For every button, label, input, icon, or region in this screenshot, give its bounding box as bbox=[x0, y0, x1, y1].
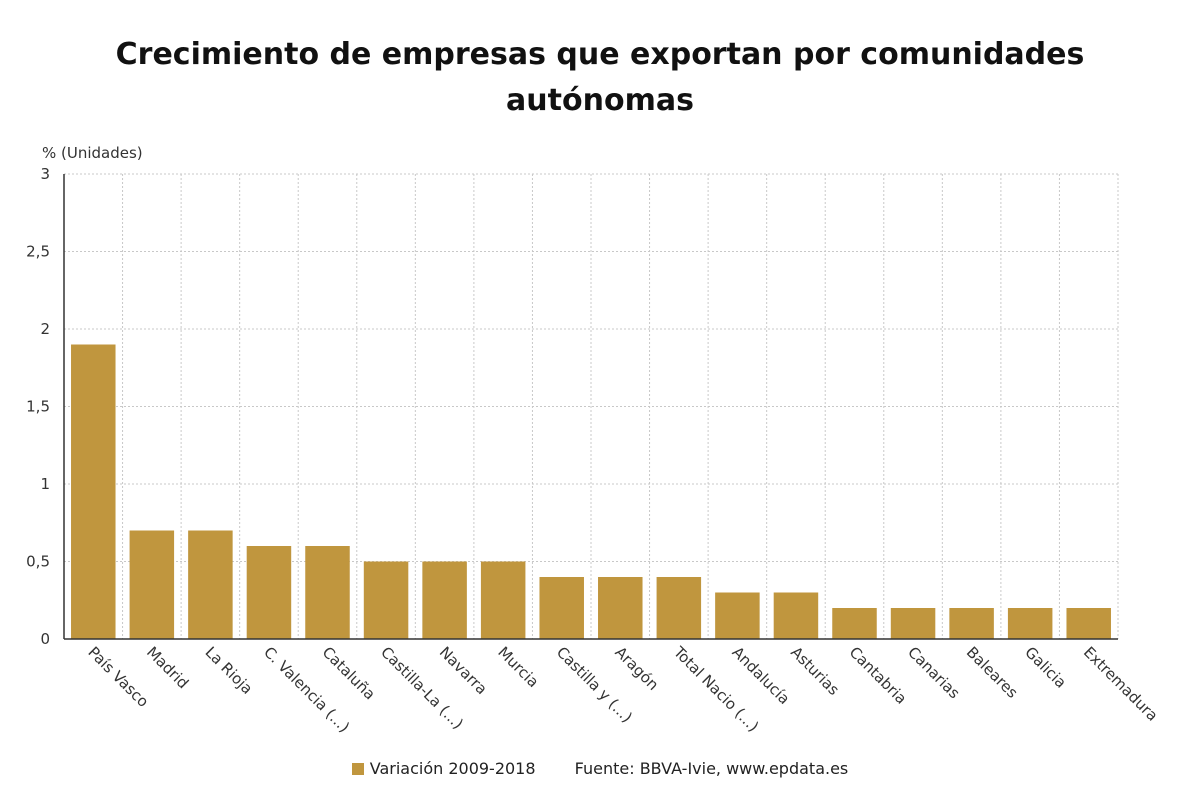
chart-title: Crecimiento de empresas que exportan por… bbox=[0, 32, 1200, 124]
bar bbox=[188, 530, 233, 639]
y-tick-label: 2,5 bbox=[26, 243, 50, 261]
bar bbox=[1066, 608, 1111, 639]
y-tick-label: 0 bbox=[40, 630, 50, 648]
legend-swatch bbox=[351, 763, 364, 775]
bar bbox=[129, 530, 175, 639]
chart-title-line-1: Crecimiento de empresas que exportan por… bbox=[115, 37, 1085, 72]
x-tick-label: Murcia bbox=[494, 643, 542, 691]
bar bbox=[539, 577, 584, 639]
x-tick-label: Cataluña bbox=[319, 643, 379, 703]
y-tick-label: 2 bbox=[40, 320, 50, 338]
x-tick-label: Galicia bbox=[1021, 643, 1070, 692]
bar bbox=[715, 592, 760, 639]
bar bbox=[480, 561, 526, 639]
x-tick-label: Baleares bbox=[963, 643, 1022, 702]
y-axis-label: % (Unidades) bbox=[42, 144, 143, 162]
legend-item: Variación 2009-2018 bbox=[351, 759, 536, 778]
chart-title-line-2: autónomas bbox=[506, 83, 694, 118]
bar bbox=[949, 608, 994, 639]
x-tick-label: Extremadura bbox=[1080, 643, 1162, 725]
bar bbox=[363, 561, 409, 639]
source-note: Fuente: BBVA-Ivie, www.epdata.es bbox=[574, 759, 849, 778]
x-tick-label: Asturias bbox=[787, 643, 843, 699]
y-tick-label: 1,5 bbox=[26, 398, 50, 416]
bar bbox=[71, 344, 116, 639]
x-tick-label: La Rioja bbox=[202, 643, 257, 698]
bar bbox=[890, 608, 936, 639]
legend: Variación 2009-2018 Fuente: BBVA-Ivie, w… bbox=[0, 758, 1200, 778]
bars bbox=[71, 344, 1111, 639]
legend-series-label: Variación 2009-2018 bbox=[369, 759, 536, 778]
bar bbox=[246, 546, 292, 639]
y-tick-label: 0,5 bbox=[26, 553, 50, 571]
axes bbox=[63, 174, 1118, 640]
x-tick-label: Canarias bbox=[904, 643, 963, 702]
bar bbox=[305, 546, 350, 639]
x-tick-label: Cantabria bbox=[846, 643, 911, 708]
bar bbox=[598, 577, 643, 639]
x-tick-label: Madrid bbox=[143, 643, 192, 692]
y-tick-label: 1 bbox=[40, 475, 50, 493]
y-tick-label: 3 bbox=[40, 165, 50, 183]
grid-lines bbox=[64, 173, 1119, 639]
bar bbox=[422, 561, 467, 639]
bar bbox=[773, 592, 819, 639]
x-tick-label: País Vasco bbox=[84, 643, 152, 711]
bar bbox=[656, 577, 702, 639]
bar bbox=[832, 608, 877, 639]
x-tick-label: Navarra bbox=[436, 643, 491, 698]
bar bbox=[1007, 608, 1053, 639]
x-tick-label: Aragón bbox=[611, 643, 662, 694]
